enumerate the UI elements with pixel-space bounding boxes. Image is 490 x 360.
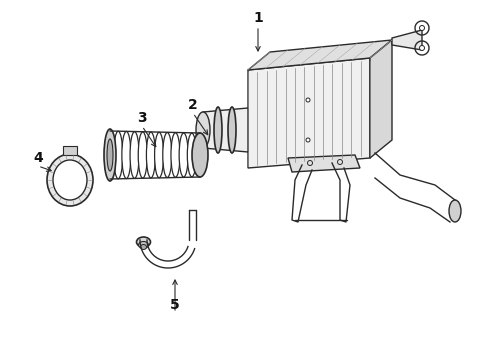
Ellipse shape — [114, 131, 122, 179]
Ellipse shape — [214, 107, 222, 153]
Text: 1: 1 — [253, 11, 263, 25]
Ellipse shape — [419, 26, 424, 31]
Text: 5: 5 — [170, 298, 180, 312]
Ellipse shape — [228, 107, 236, 153]
Ellipse shape — [107, 139, 113, 171]
Polygon shape — [288, 155, 360, 172]
Text: 3: 3 — [137, 111, 147, 125]
Ellipse shape — [196, 112, 210, 148]
Polygon shape — [248, 58, 370, 168]
Ellipse shape — [192, 133, 208, 177]
Ellipse shape — [138, 132, 147, 178]
Ellipse shape — [187, 133, 196, 177]
Polygon shape — [203, 108, 248, 152]
Ellipse shape — [141, 244, 147, 249]
Ellipse shape — [147, 132, 155, 178]
Polygon shape — [248, 40, 392, 70]
Ellipse shape — [104, 129, 116, 181]
Ellipse shape — [53, 160, 87, 200]
Ellipse shape — [306, 98, 310, 102]
Polygon shape — [392, 30, 422, 50]
Ellipse shape — [449, 200, 461, 222]
Ellipse shape — [122, 131, 131, 179]
Polygon shape — [370, 40, 392, 158]
Ellipse shape — [171, 133, 180, 177]
Ellipse shape — [137, 237, 150, 247]
Ellipse shape — [179, 133, 188, 177]
Ellipse shape — [306, 138, 310, 142]
Text: 2: 2 — [188, 98, 198, 112]
Ellipse shape — [139, 242, 148, 248]
Ellipse shape — [154, 132, 164, 178]
Ellipse shape — [196, 134, 204, 177]
FancyBboxPatch shape — [63, 146, 77, 155]
Ellipse shape — [130, 132, 139, 178]
Ellipse shape — [419, 45, 424, 50]
Ellipse shape — [163, 132, 172, 177]
Text: 4: 4 — [33, 151, 43, 165]
Ellipse shape — [47, 154, 93, 206]
Ellipse shape — [105, 131, 115, 179]
